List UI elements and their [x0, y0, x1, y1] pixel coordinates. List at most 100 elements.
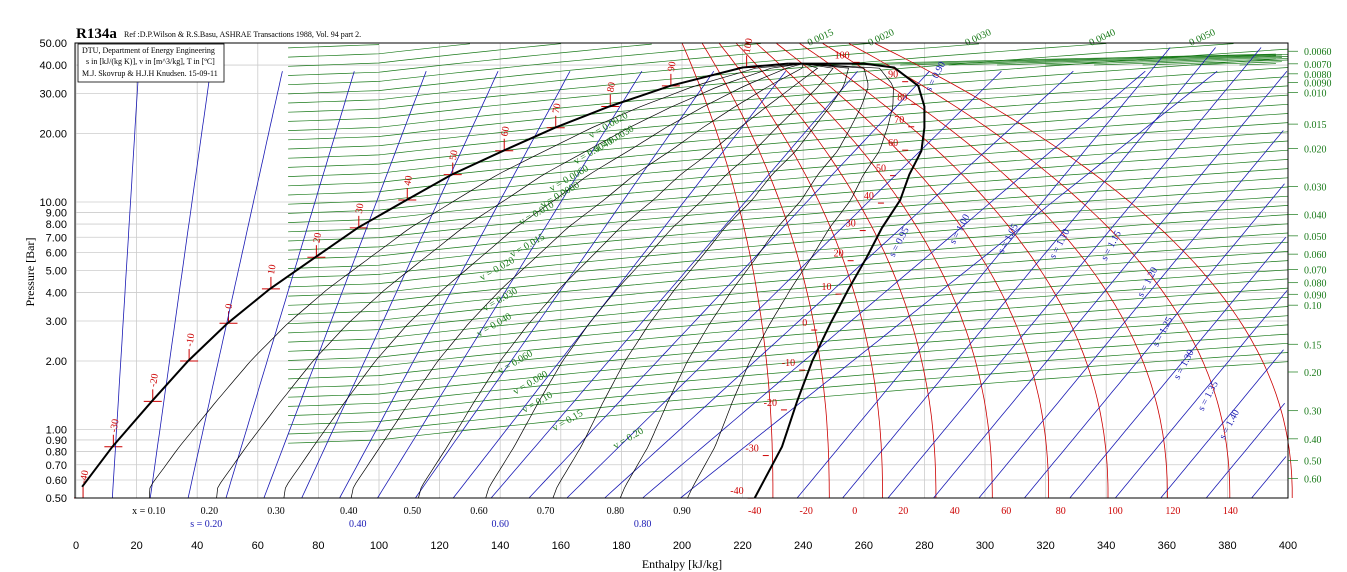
isentrope-line [301, 71, 499, 499]
isochore-line [288, 43, 1107, 113]
chart-title: R134a [76, 26, 117, 42]
superheat-temperature-label: 20 [898, 506, 908, 517]
vapor-temperature-label: -20 [764, 398, 777, 409]
y-tick-label: 0.80 [46, 447, 67, 459]
quality-label: 0.50 [404, 506, 422, 517]
vapor-temperature-label: 100 [835, 50, 850, 61]
isochore-line [1142, 59, 1289, 66]
isochore-line [288, 306, 1289, 389]
y-tick-label: 0.90 [46, 435, 67, 447]
quality-line [418, 63, 819, 499]
x-tick-label: 180 [612, 540, 630, 552]
isochore-line [288, 131, 1289, 214]
grid [75, 42, 1289, 499]
quality-label: x = 0.10 [132, 506, 165, 517]
vapor-temperature-label: 50 [876, 164, 886, 175]
y-tick-label: 0.60 [46, 475, 67, 487]
y-axis: 50.00 40.00 30.00 20.00 10.009.008.007.00 6.0… [39, 38, 67, 505]
quality-label: 0.40 [340, 506, 358, 517]
liquid-temperature-label: 20 [311, 232, 324, 244]
isentrope-line [604, 70, 1074, 499]
y-tick-label: 0.50 [46, 493, 67, 505]
y-tick-label: 0.70 [46, 460, 67, 472]
vapor-temperature-label: 60 [888, 138, 898, 149]
isentrope-line [566, 70, 1002, 499]
x-tick-label: 240 [794, 540, 812, 552]
isochore-line [1239, 63, 1276, 66]
quality-line [619, 63, 869, 499]
isentrope-line [149, 71, 211, 499]
isochore-line [288, 140, 1289, 223]
isochore-top-label: 0.0020 [866, 27, 896, 49]
y-tick-label: 1.00 [46, 425, 67, 437]
isochore-line [288, 44, 380, 49]
superheat-temperature-label: 100 [1108, 506, 1123, 517]
isochore-line [288, 223, 1289, 306]
x-tick-label: 60 [252, 540, 264, 552]
liquid-temperature-label: -40 [78, 469, 91, 484]
liquid-temperature-label: 10 [266, 264, 279, 276]
x-tick-label: 220 [733, 540, 751, 552]
isochore-right-label: 0.60 [1304, 474, 1322, 485]
isochore-right-label: 0.15 [1304, 340, 1322, 351]
isochore-line [288, 260, 1289, 343]
entropy-label: s = 1.25 [1151, 315, 1176, 348]
quality-line [552, 63, 849, 499]
isochore-line [288, 43, 561, 67]
saturated-vapor-line [753, 62, 926, 499]
isochore-right-label: 0.0060 [1304, 47, 1332, 58]
isochore-line [288, 333, 1289, 416]
isentrope-line [112, 71, 139, 499]
info-box: DTU, Department of Energy Engineering s … [77, 43, 225, 83]
quality-line [148, 63, 804, 499]
isochore-line [288, 113, 1289, 196]
x-tick-label: 0 [73, 540, 79, 552]
liquid-temperature-label: 40 [402, 175, 415, 187]
quality-label: 0.90 [673, 506, 691, 517]
isochore-line [1045, 57, 1282, 66]
x-tick-label: 160 [552, 540, 570, 552]
isentrope-line [263, 71, 427, 499]
y-tick-label: 2.00 [46, 356, 67, 368]
quality-label: 0.80 [607, 506, 625, 517]
isochore-right-label: 0.50 [1304, 457, 1322, 468]
vapor-temperature-label: -30 [745, 444, 758, 455]
isochore-line [288, 57, 1289, 141]
x-tick-label: 80 [312, 540, 324, 552]
isochore-right-label: 0.070 [1304, 266, 1327, 277]
y-tick-label: 30.00 [39, 88, 67, 100]
isotherm-line [874, 43, 1293, 498]
y-axis-label: Pressure [Bar] [23, 238, 37, 307]
isochore-line [288, 278, 1289, 361]
isentrope-line [1205, 402, 1286, 499]
isochore-right-label: 0.015 [1304, 120, 1327, 131]
liquid-temperature-label: -30 [108, 418, 121, 433]
isochore-top-label: 0.0030 [963, 27, 993, 49]
isentrope-line [642, 70, 1146, 499]
isochore-line [851, 53, 1289, 66]
superheat-temperature-label: 40 [950, 506, 960, 517]
isochore-line [288, 43, 470, 58]
isochore-line [288, 205, 1289, 288]
vapor-temperature-label: 0 [802, 318, 807, 329]
isentrope-line [187, 71, 283, 499]
saturation-dome [81, 62, 926, 499]
isotherm-line [756, 43, 993, 498]
isochore-line [288, 85, 1289, 168]
isentrope-line [528, 70, 930, 499]
isochore-right-label: 0.0090 [1304, 79, 1332, 90]
isentrope-line [225, 71, 355, 499]
vapor-temperature-label: 30 [846, 219, 856, 230]
x-axis: 0 20 40 60 80 100 120 140 160 180 200 220 240 260 280 3… [73, 540, 1297, 552]
x-tick-label: 120 [430, 540, 448, 552]
isentrope-line [377, 70, 643, 499]
isochore-right-label: 0.30 [1304, 407, 1322, 418]
isochore-line [288, 315, 1289, 398]
y-tick-label: 8.00 [46, 219, 67, 231]
liquid-temperature-label: 50 [448, 149, 461, 161]
entropy-label: s = 1.30 [1172, 348, 1197, 381]
x-tick-label: 280 [915, 540, 933, 552]
isentrope-line [1024, 183, 1285, 499]
entropy-bottom-label: 0.60 [491, 519, 509, 530]
